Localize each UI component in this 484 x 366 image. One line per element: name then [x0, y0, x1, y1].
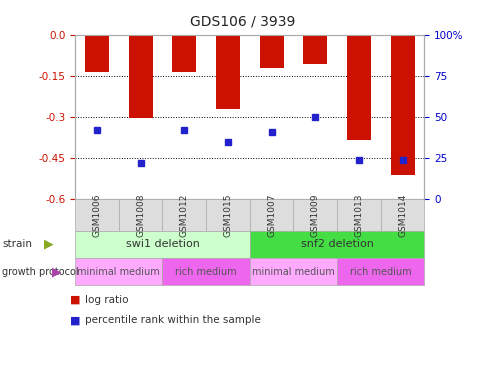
Text: strain: strain	[2, 239, 32, 249]
Text: swi1 deletion: swi1 deletion	[125, 239, 199, 249]
Text: GSM1006: GSM1006	[92, 193, 101, 237]
Text: ■: ■	[70, 315, 80, 325]
Text: rich medium: rich medium	[175, 267, 237, 277]
Text: minimal medium: minimal medium	[77, 267, 160, 277]
Text: percentile rank within the sample: percentile rank within the sample	[85, 315, 260, 325]
Text: growth protocol: growth protocol	[2, 267, 79, 277]
Bar	[215, 35, 240, 109]
Bar	[172, 35, 196, 72]
Bar	[302, 35, 327, 64]
Bar	[85, 35, 109, 72]
Text: GSM1012: GSM1012	[180, 193, 188, 237]
Bar	[259, 35, 283, 68]
Text: GSM1007: GSM1007	[267, 193, 275, 237]
Text: GSM1015: GSM1015	[223, 193, 232, 237]
Text: ▶: ▶	[52, 265, 62, 278]
Text: GSM1014: GSM1014	[397, 193, 406, 237]
Bar	[390, 35, 414, 175]
Text: ■: ■	[70, 295, 80, 305]
Text: snf2 deletion: snf2 deletion	[300, 239, 373, 249]
Text: GSM1009: GSM1009	[310, 193, 319, 237]
Text: minimal medium: minimal medium	[252, 267, 334, 277]
Text: log ratio: log ratio	[85, 295, 128, 305]
Text: GSM1008: GSM1008	[136, 193, 145, 237]
Bar	[128, 35, 152, 119]
Text: GSM1013: GSM1013	[354, 193, 363, 237]
Text: ▶: ▶	[44, 238, 53, 251]
Text: rich medium: rich medium	[349, 267, 411, 277]
Text: GDS106 / 3939: GDS106 / 3939	[189, 15, 295, 29]
Bar	[346, 35, 370, 141]
